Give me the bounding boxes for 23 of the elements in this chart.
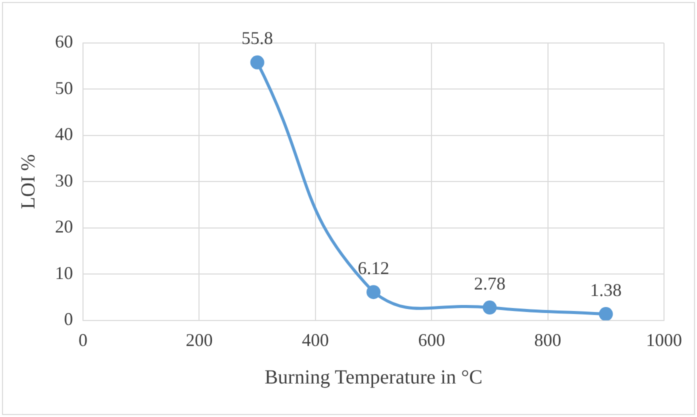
data-label: 1.38: [590, 280, 622, 300]
data-label: 55.8: [242, 28, 274, 48]
x-tick-label: 800: [534, 330, 562, 350]
y-tick-label: 10: [55, 262, 73, 283]
data-label: 6.12: [358, 258, 390, 278]
point: [482, 300, 497, 315]
y-tick-label: 20: [55, 216, 73, 237]
y-tick-label: 40: [55, 124, 73, 144]
point: [598, 307, 613, 320]
x-tick-label: 400: [302, 330, 329, 350]
point: [366, 285, 380, 300]
x-axis-title: Burning Temperature in °C: [264, 366, 482, 388]
y-tick-label: 30: [55, 170, 73, 190]
x-tick-label: 200: [186, 330, 213, 350]
y-axis-title: LOI %: [17, 154, 40, 210]
x-tick-label: 0: [78, 330, 88, 350]
y-tick-label: 0: [64, 309, 73, 330]
x-tick-label: 1000: [646, 330, 682, 350]
y-tick-label: 50: [55, 78, 73, 98]
data-label: 2.78: [474, 273, 506, 294]
y-tick-label: 60: [55, 32, 73, 52]
x-tick-label: 600: [418, 330, 446, 350]
point: [250, 55, 264, 70]
